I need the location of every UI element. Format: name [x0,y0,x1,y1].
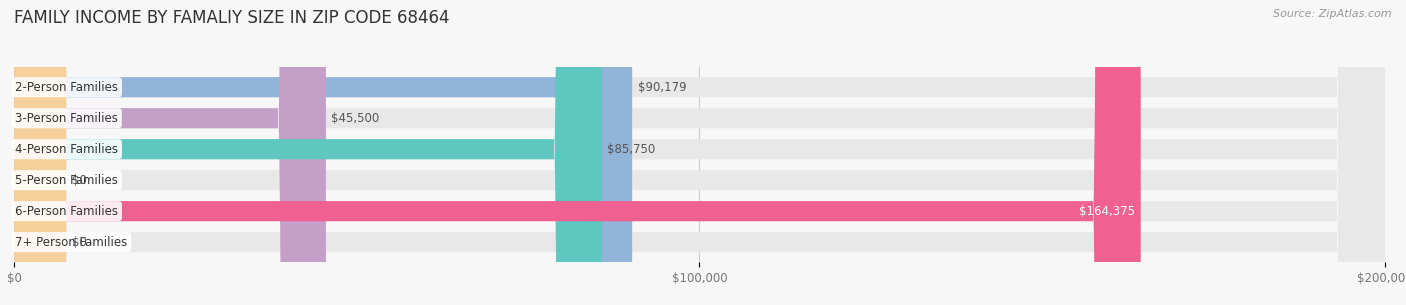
Text: 3-Person Families: 3-Person Families [15,112,118,125]
FancyBboxPatch shape [14,0,1140,305]
FancyBboxPatch shape [14,0,1385,305]
FancyBboxPatch shape [14,0,602,305]
FancyBboxPatch shape [14,0,1385,305]
Text: $0: $0 [72,174,87,187]
Text: $90,179: $90,179 [638,81,686,94]
Text: $85,750: $85,750 [607,143,655,156]
FancyBboxPatch shape [14,0,1385,305]
Text: 6-Person Families: 6-Person Families [15,205,118,218]
Text: 7+ Person Families: 7+ Person Families [15,236,128,249]
Text: $0: $0 [72,236,87,249]
Text: $45,500: $45,500 [332,112,380,125]
Text: $164,375: $164,375 [1080,205,1135,218]
FancyBboxPatch shape [14,0,1385,305]
FancyBboxPatch shape [14,0,1385,305]
Text: 4-Person Families: 4-Person Families [15,143,118,156]
Text: 2-Person Families: 2-Person Families [15,81,118,94]
FancyBboxPatch shape [14,0,66,305]
Text: 5-Person Families: 5-Person Families [15,174,118,187]
Text: Source: ZipAtlas.com: Source: ZipAtlas.com [1274,9,1392,19]
FancyBboxPatch shape [14,0,633,305]
FancyBboxPatch shape [14,0,66,305]
Text: FAMILY INCOME BY FAMALIY SIZE IN ZIP CODE 68464: FAMILY INCOME BY FAMALIY SIZE IN ZIP COD… [14,9,450,27]
FancyBboxPatch shape [14,0,1385,305]
FancyBboxPatch shape [14,0,326,305]
